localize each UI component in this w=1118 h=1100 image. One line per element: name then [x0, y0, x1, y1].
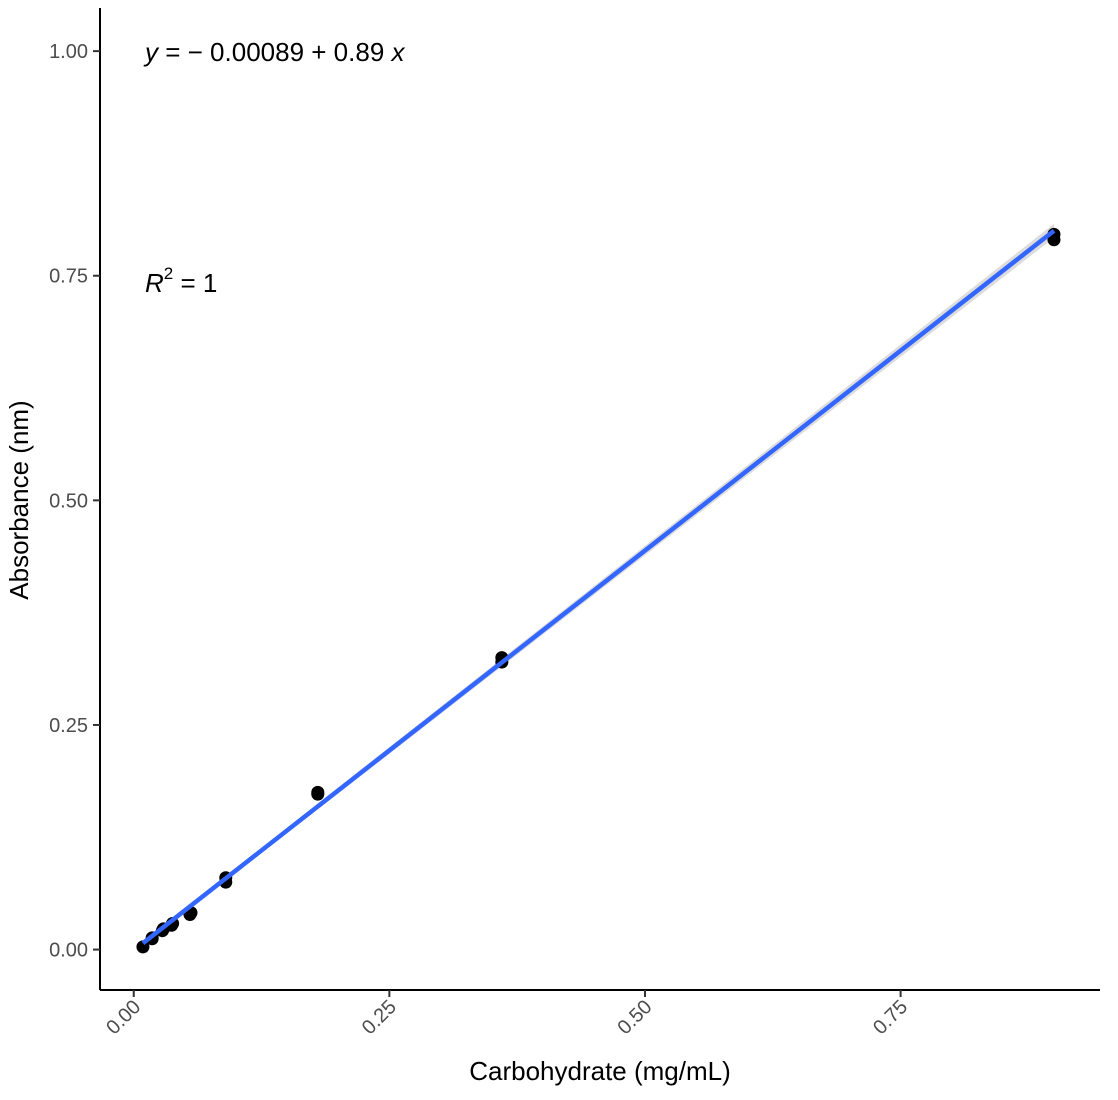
regression-line [141, 228, 1056, 945]
y-tick-label: 0.25 [49, 715, 88, 737]
r2-equals: = [173, 268, 203, 298]
equation-equals: = [158, 37, 188, 67]
equation-y-var: y [143, 37, 160, 67]
y-tick-label: 1.00 [49, 41, 88, 63]
r2-var: R [145, 268, 164, 298]
y-axis-title: Absorbance (nm) [4, 400, 34, 599]
r2-superscript: 2 [164, 264, 173, 283]
equation-plus: + [304, 37, 334, 67]
equation-intercept: − 0.00089 [188, 37, 304, 67]
equation-x-var: x [384, 37, 405, 67]
equation-slope: 0.89 [334, 37, 385, 67]
y-axis-ticks: 0.00 0.25 0.50 0.75 1.00 [49, 41, 100, 962]
plot-area [136, 223, 1061, 954]
y-tick-label: 0.00 [49, 940, 88, 962]
y-tick-label: 0.50 [49, 490, 88, 512]
r2-value: 1 [203, 268, 217, 298]
x-axis-title: Carbohydrate (mg/mL) [469, 1056, 731, 1086]
y-tick-label: 0.75 [49, 266, 88, 288]
r-squared: R2 = 1 [145, 264, 217, 298]
data-point [311, 785, 325, 799]
regression-equation: y = − 0.00089 + 0.89 x [143, 37, 406, 67]
data-point [136, 940, 150, 954]
